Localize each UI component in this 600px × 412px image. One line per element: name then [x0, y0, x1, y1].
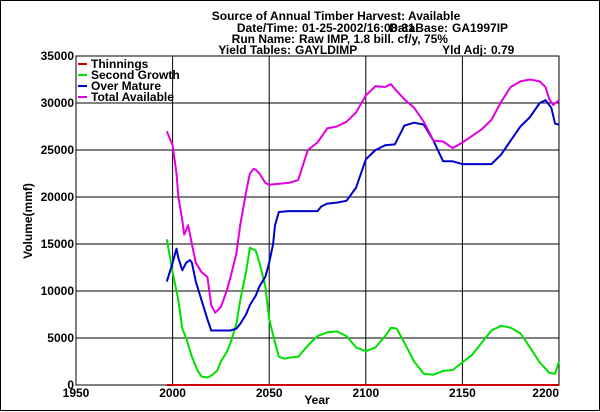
- x-tick-label: 2200: [532, 386, 559, 400]
- legend: Thinnings Second Growth Over Mature Tota…: [78, 57, 180, 104]
- database-value: GA1997IP: [452, 21, 508, 35]
- datetime-value: 01-25-2002/16:08:31: [302, 21, 415, 35]
- grid: [76, 56, 559, 385]
- x-tick-label: 1950: [63, 386, 90, 400]
- y-tick-label: 30000: [41, 96, 75, 110]
- yld-adj-label: Yld Adj:: [442, 43, 487, 57]
- total-available-line: [165, 78, 560, 314]
- y-tick-label: 35000: [41, 49, 75, 63]
- y-tick-label: 25000: [41, 143, 75, 157]
- second-growth-line: [165, 239, 560, 379]
- x-tick-label: 2150: [449, 386, 476, 400]
- series-layer: [165, 78, 560, 386]
- tick-labels: 0 5000 10000 15000 20000 25000 30000 35000 1950 2…: [41, 49, 560, 400]
- runname-value: Raw IMP, 1.8 bill. cf/y, 75%: [299, 32, 448, 46]
- legend-label-second-growth: Second Growth: [91, 68, 180, 82]
- x-axis-label: Year: [304, 393, 330, 407]
- y-tick-label: 15000: [41, 237, 75, 251]
- datetime-label: Date/Time:: [237, 21, 298, 35]
- x-tick-label: 2000: [159, 386, 186, 400]
- over-mature-line: [165, 99, 560, 332]
- legend-label-total-available: Total Available: [91, 90, 174, 104]
- yield-tables-value: GAYLDIMP: [295, 43, 357, 57]
- y-tick-label: 10000: [41, 284, 75, 298]
- x-tick-label: 2100: [352, 386, 379, 400]
- yield-tables-label: Yield Tables:: [218, 43, 291, 57]
- x-tick-label: 2050: [256, 386, 283, 400]
- chart-title: Source of Annual Timber Harvest: Availab…: [212, 9, 461, 23]
- y-tick-label: 0: [67, 378, 74, 392]
- legend-label-over-mature: Over Mature: [91, 79, 161, 93]
- database-label: DataBase:: [389, 21, 448, 35]
- yld-adj-value: 0.79: [491, 43, 515, 57]
- y-tick-label: 5000: [47, 331, 74, 345]
- y-axis-label: Volume(mmf): [21, 183, 35, 259]
- legend-label-thinnings: Thinnings: [91, 57, 149, 71]
- y-tick-label: 20000: [41, 190, 75, 204]
- runname-label: Run Name:: [232, 32, 295, 46]
